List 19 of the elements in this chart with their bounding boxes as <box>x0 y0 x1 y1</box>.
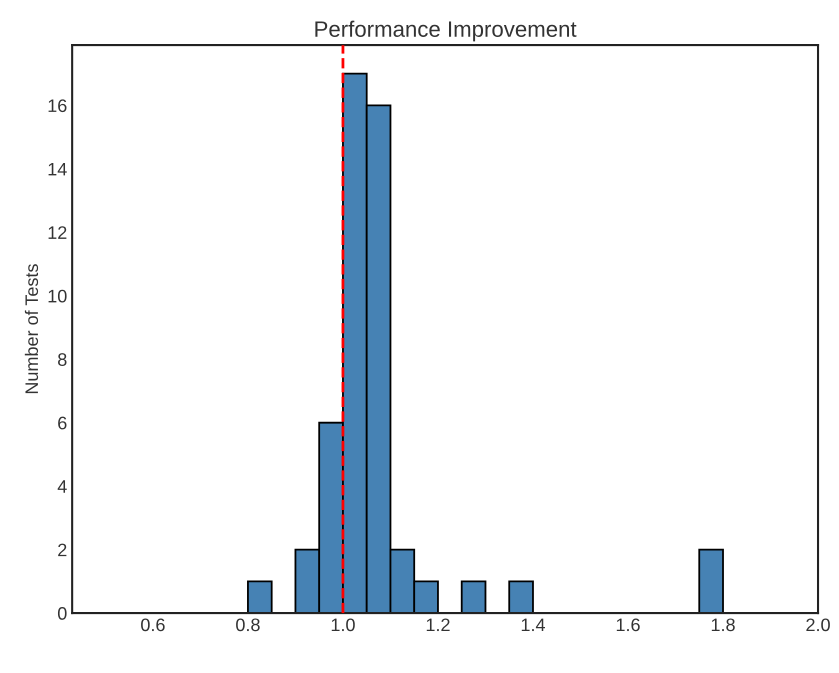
y-tick-label: 12 <box>48 226 66 239</box>
y-tick-label: 16 <box>48 99 66 112</box>
y-tick-label: 8 <box>58 353 67 366</box>
x-tick-label: 1.0 <box>332 618 355 632</box>
y-tick-label: 4 <box>58 480 67 493</box>
x-tick-label: 1.4 <box>522 618 545 632</box>
x-tick-label: 2.0 <box>806 618 830 632</box>
y-tick-label: 2 <box>58 544 66 556</box>
x-tick-label: 0.6 <box>141 618 165 632</box>
y-tick-label: 10 <box>48 290 67 302</box>
x-tick-label: 1.8 <box>712 618 735 632</box>
y-tick-label: 14 <box>48 162 67 176</box>
y-tick-label: 0 <box>58 607 67 620</box>
x-tick-label: 1.6 <box>616 618 640 632</box>
chart-title: Performance Improvement <box>315 20 576 42</box>
x-tick-label: 1.2 <box>426 618 450 632</box>
y-tick-label: 6 <box>58 416 66 430</box>
y-axis-title: Number of Tests <box>24 264 38 394</box>
x-tick-label: 0.8 <box>236 618 260 632</box>
